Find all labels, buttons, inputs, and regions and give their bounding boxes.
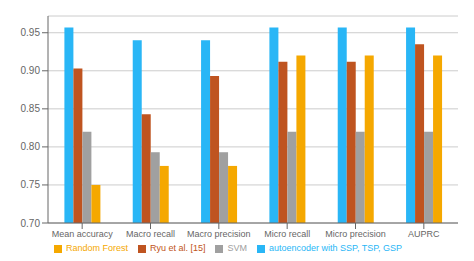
- html-text:Random Forest: Random Forest: [65, 243, 128, 253]
- svg-text:Mean accuracy: Mean accuracy: [52, 229, 114, 239]
- html-text:SVM: SVM: [227, 243, 247, 253]
- svg-text:Micro precision: Micro precision: [325, 229, 386, 239]
- svg-text:Macro precision: Macro precision: [187, 229, 251, 239]
- svg-text:AUPRC: AUPRC: [408, 229, 440, 239]
- html-text:Ryu et al. [15]: Ryu et al. [15]: [149, 243, 206, 253]
- svg-text:Micro recall: Micro recall: [264, 229, 310, 239]
- svg-text:0.75: 0.75: [21, 179, 41, 190]
- svg-text:0.80: 0.80: [21, 141, 41, 152]
- html-text:autoencoder with SSP, TSP, GSP: autoencoder with SSP, TSP, GSP: [269, 243, 403, 253]
- svg-text:0.95: 0.95: [21, 27, 41, 38]
- svg-text:0.90: 0.90: [21, 65, 41, 76]
- svg-text:Macro recall: Macro recall: [126, 229, 175, 239]
- svg-text:0.85: 0.85: [21, 103, 41, 114]
- svg-text:0.70: 0.70: [21, 218, 41, 229]
